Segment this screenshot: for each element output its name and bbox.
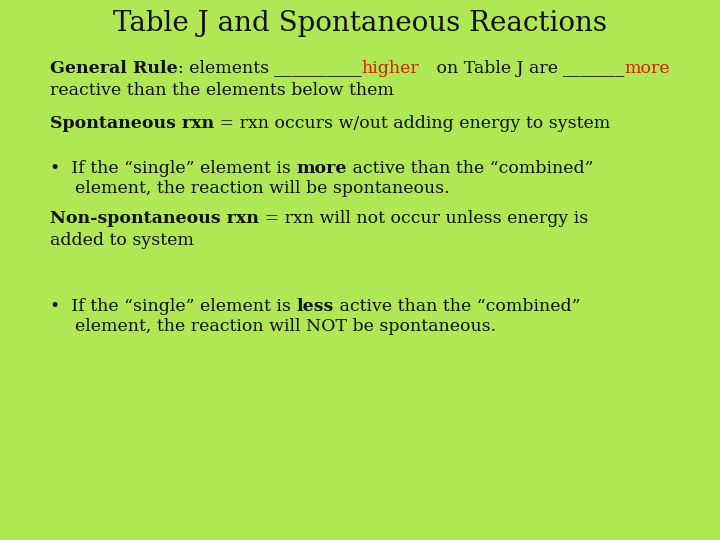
Text: Non-spontaneous rxn: Non-spontaneous rxn [50,210,259,227]
Text: Spontaneous rxn: Spontaneous rxn [50,115,214,132]
Text: General Rule: General Rule [50,60,178,77]
Text: more: more [624,60,670,77]
Text: element, the reaction will be spontaneous.: element, the reaction will be spontaneou… [75,180,449,197]
Text: active than the “combined”: active than the “combined” [347,160,593,177]
Text: : elements: : elements [178,60,274,77]
Text: element, the reaction will NOT be spontaneous.: element, the reaction will NOT be sponta… [75,318,496,335]
Text: active than the “combined”: active than the “combined” [333,298,580,315]
Text: added to system: added to system [50,232,194,249]
Text: •  If the “single” element is: • If the “single” element is [50,160,297,177]
Text: less: less [297,298,333,315]
Text: = rxn occurs w/out adding energy to system: = rxn occurs w/out adding energy to syst… [214,115,611,132]
Text: •  If the “single” element is: • If the “single” element is [50,298,297,315]
Text: reactive than the elements below them: reactive than the elements below them [50,82,394,99]
Text: more: more [297,160,347,177]
Text: higher: higher [362,60,420,77]
Text: = rxn will not occur unless energy is: = rxn will not occur unless energy is [259,210,588,227]
Text: __________: __________ [274,60,362,77]
Text: Table J and Spontaneous Reactions: Table J and Spontaneous Reactions [113,10,607,37]
Text: on Table J are: on Table J are [420,60,563,77]
Text: _______: _______ [563,60,624,77]
